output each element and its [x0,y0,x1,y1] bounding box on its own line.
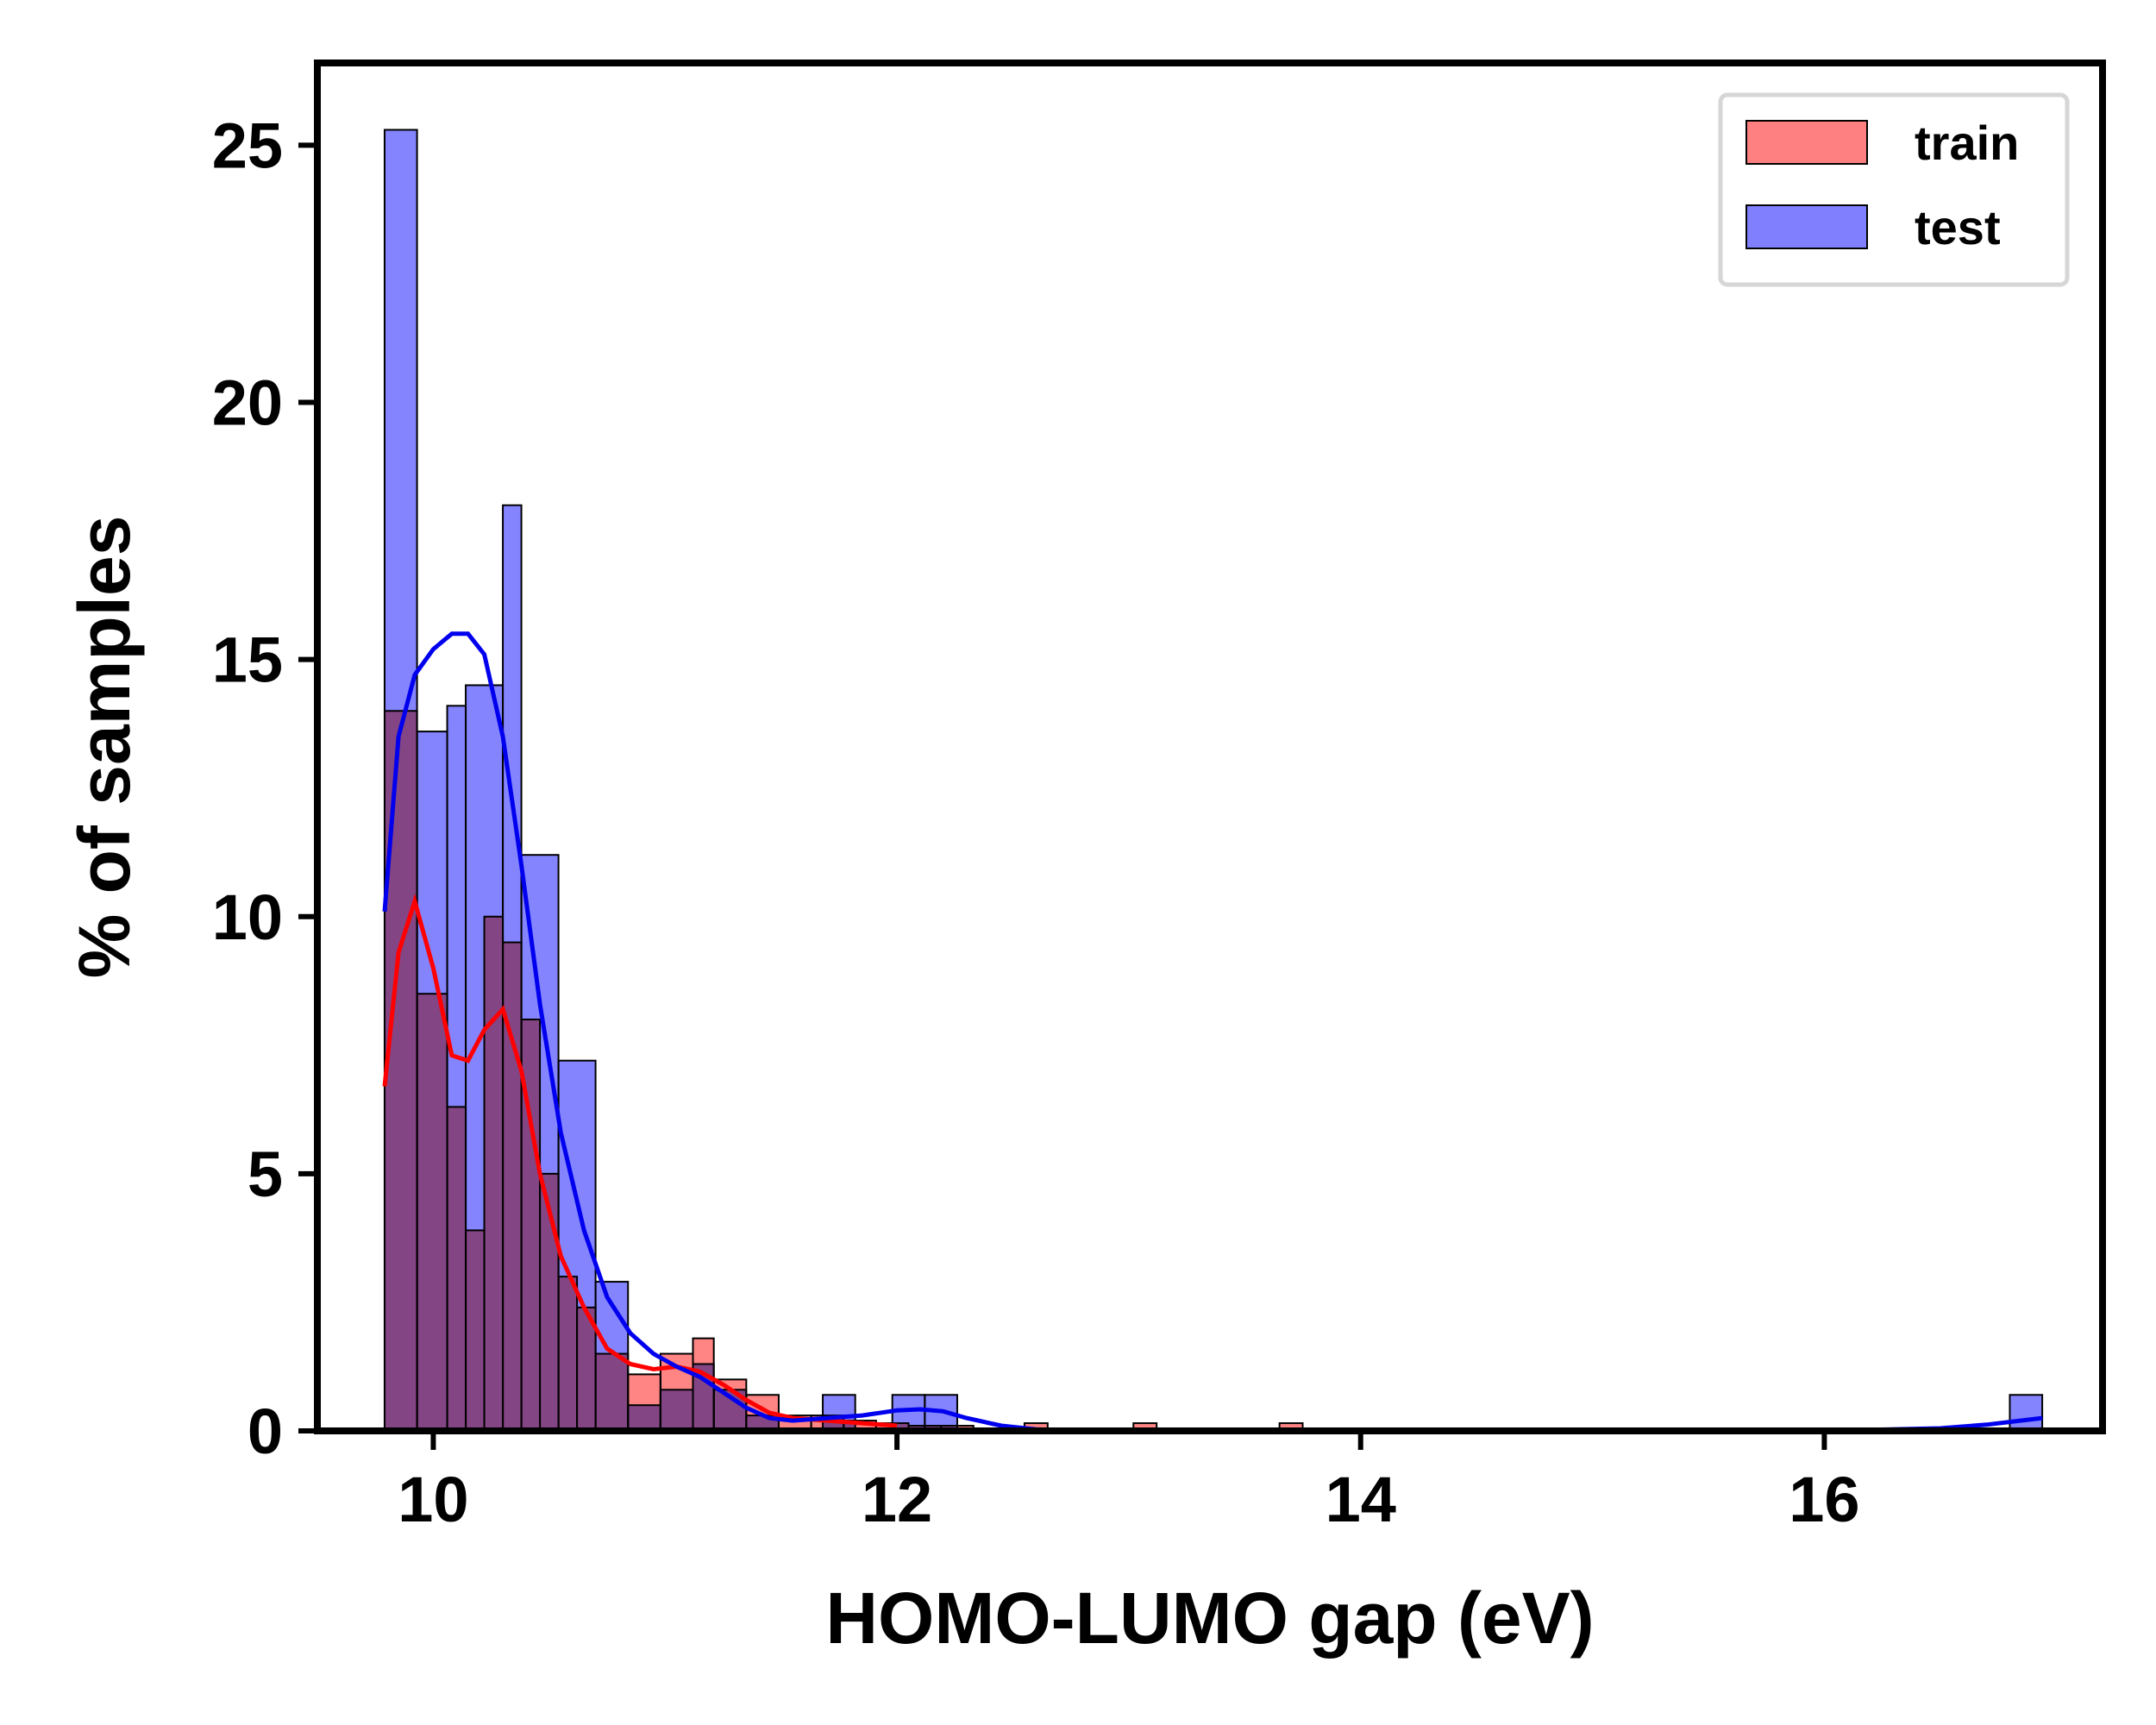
x-tick-label: 12 [862,1464,932,1535]
y-tick-label: 25 [212,110,283,181]
test-bar-3 [465,684,505,1432]
y-tick-label: 10 [212,881,283,953]
x-tick-label: 10 [398,1464,468,1535]
test-bar-13 [822,1394,856,1433]
test-bars [383,129,2044,1433]
x-axis-title: HOMO-LUMO gap (eV) [825,1578,1594,1659]
y-axis-title: % of samples [64,516,145,979]
legend: train test [1718,92,2070,287]
test-bar-0 [383,129,418,1433]
legend-swatch-test [1745,204,1868,249]
y-tick-label: 0 [248,1396,283,1467]
test-kde-curve [382,631,2043,1433]
y-tick-label: 5 [248,1138,283,1210]
test-bar-1 [416,731,448,1432]
test-bar-5 [520,854,560,1432]
test-bar-4 [502,504,523,1432]
y-tick-label: 15 [212,624,283,696]
train-kde-curve [382,894,898,1428]
x-tick-label: 14 [1326,1464,1396,1535]
x-tick-label: 16 [1789,1464,1859,1535]
plot-frame [314,60,2106,1434]
y-tick-label: 20 [212,367,283,439]
legend-label-train: train [1915,116,2019,170]
y-axis-ticks: 0 5 10 15 20 25 [212,110,317,1467]
test-bar-14 [891,1394,926,1433]
legend-swatch-train [1745,120,1868,165]
test-bar-16 [2009,1394,2044,1433]
test-bar-8 [627,1404,661,1433]
legend-label-test: test [1915,200,2001,254]
x-axis-ticks: 10 12 14 16 [398,1431,1860,1535]
test-bar-2 [446,705,467,1432]
test-bar-9 [659,1389,694,1433]
